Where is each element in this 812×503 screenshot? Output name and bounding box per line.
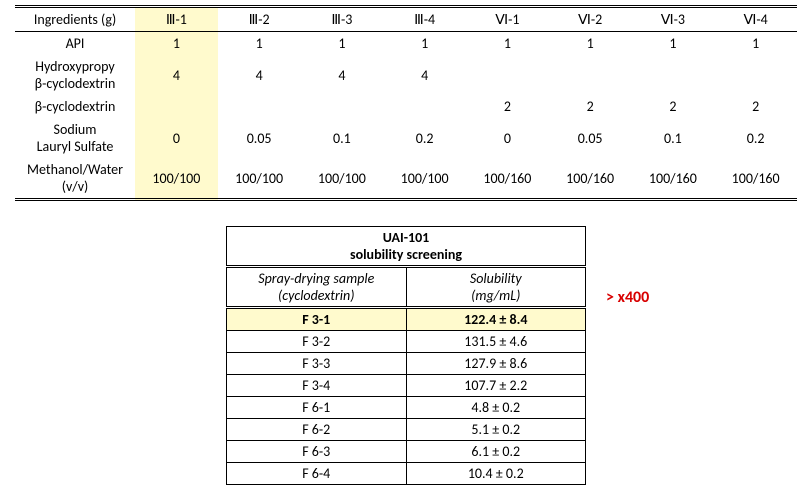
ingredient-label: Methanol/Water(v/v) [15,158,135,200]
ingredient-cell: 4 [218,55,301,95]
solubility-table: UAI-101 solubility screening Spray-dryin… [226,226,586,485]
ingredient-cell: 100/100 [218,158,301,200]
ingredient-cell [549,55,632,95]
solubility-cell: 6.1 ± 0.2 [406,441,586,463]
ingredient-cell: 1 [632,32,715,56]
ingredient-cell: 1 [383,32,466,56]
ingredient-cell: 100/160 [466,158,549,200]
ingredient-cell: 0 [466,118,549,158]
formulation-col-header: Ⅲ-2 [218,7,301,32]
col2-header-l1: Solubility [470,270,522,287]
ingredient-cell: 100/160 [714,158,797,200]
ingredient-label: API [15,32,135,56]
formulation-col-header: Ⅵ-4 [714,7,797,32]
ingredient-cell: 0.2 [383,118,466,158]
col2-header-l2: (mg/mL) [471,287,520,304]
sample-cell: F 6-2 [227,419,407,441]
ingredient-cell: 0.1 [301,118,384,158]
ingredient-label: SodiumLauryl Sulfate [15,118,135,158]
solubility-row: F 3-2131.5 ± 4.6 [227,331,586,353]
sample-cell: F 6-3 [227,441,407,463]
formulation-col-header: Ⅲ-3 [301,7,384,32]
ingredient-cell: 1 [466,32,549,56]
ingredient-cell: 1 [301,32,384,56]
ingredient-cell: 2 [714,95,797,118]
ingredient-cell [714,55,797,95]
ingredients-table: Ingredients (g)Ⅲ-1Ⅲ-2Ⅲ-3Ⅲ-4Ⅵ-1Ⅵ-2Ⅵ-3Ⅵ-4 … [15,5,797,201]
solubility-row: F 6-410.4 ± 0.2 [227,463,586,485]
ingredient-cell [383,95,466,118]
formulation-col-header: Ⅲ-4 [383,7,466,32]
ingredient-row: Hydroxypropyβ-cyclodextrin4444 [15,55,797,95]
ingredient-cell: 100/100 [383,158,466,200]
sample-cell: F 3-2 [227,331,407,353]
ingredient-row: SodiumLauryl Sulfate00.050.10.200.050.10… [15,118,797,158]
ingredient-cell: 1 [714,32,797,56]
ingredient-label: β-cyclodextrin [15,95,135,118]
ingredient-cell: 1 [549,32,632,56]
solubility-row: F 3-1122.4 ± 8.4 [227,308,586,331]
solubility-cell: 127.9 ± 8.6 [406,353,586,375]
solubility-cell: 107.7 ± 2.2 [406,375,586,397]
sample-cell: F 6-1 [227,397,407,419]
ingredient-cell: 4 [301,55,384,95]
solubility-header-row: Spray-drying sample (cyclodextrin) Solub… [227,267,586,308]
ingredient-cell: 2 [466,95,549,118]
ingredient-label: Hydroxypropyβ-cyclodextrin [15,55,135,95]
ingredient-cell: 4 [135,55,218,95]
solubility-row: F 6-25.1 ± 0.2 [227,419,586,441]
ingredient-cell: 100/100 [135,158,218,200]
ingredient-cell: 2 [549,95,632,118]
ingredient-cell: 100/160 [549,158,632,200]
solubility-cell: 4.8 ± 0.2 [406,397,586,419]
solubility-cell: 10.4 ± 0.2 [406,463,586,485]
ingredient-cell: 1 [135,32,218,56]
solubility-cell: 131.5 ± 4.6 [406,331,586,353]
sample-cell: F 3-1 [227,308,407,331]
ingredient-cell: 100/100 [301,158,384,200]
formulation-col-header: Ⅵ-1 [466,7,549,32]
ingredient-cell: 0.05 [218,118,301,158]
ingredient-cell: 100/160 [632,158,715,200]
solubility-row: F 6-14.8 ± 0.2 [227,397,586,419]
ingredient-cell [218,95,301,118]
ingredient-cell: 0.1 [632,118,715,158]
ingredients-header-row: Ingredients (g)Ⅲ-1Ⅲ-2Ⅲ-3Ⅲ-4Ⅵ-1Ⅵ-2Ⅵ-3Ⅵ-4 [15,7,797,32]
ingredient-cell: 1 [218,32,301,56]
annotation-x400: > x400 [606,288,649,307]
ingredients-col-label: Ingredients (g) [15,7,135,32]
ingredient-row: API11111111 [15,32,797,56]
sample-cell: F 3-3 [227,353,407,375]
solubility-cell: 122.4 ± 8.4 [406,308,586,331]
solubility-wrap: UAI-101 solubility screening Spray-dryin… [15,226,797,485]
ingredient-row: β-cyclodextrin2222 [15,95,797,118]
formulation-col-header: Ⅵ-2 [549,7,632,32]
ingredient-cell: 4 [383,55,466,95]
ingredient-cell: 0 [135,118,218,158]
ingredient-cell [632,55,715,95]
col1-header-l1: Spray-drying sample [258,270,374,287]
solubility-cell: 5.1 ± 0.2 [406,419,586,441]
ingredient-cell: 2 [632,95,715,118]
ingredient-row: Methanol/Water(v/v)100/100100/100100/100… [15,158,797,200]
ingredient-cell: 0.2 [714,118,797,158]
solubility-body: F 3-1122.4 ± 8.4F 3-2131.5 ± 4.6F 3-3127… [227,308,586,485]
formulation-col-header: Ⅵ-3 [632,7,715,32]
solubility-title-row: UAI-101 solubility screening [227,227,586,267]
ingredient-cell [301,95,384,118]
formulation-col-header: Ⅲ-1 [135,7,218,32]
solubility-row: F 6-36.1 ± 0.2 [227,441,586,463]
sample-cell: F 6-4 [227,463,407,485]
ingredient-cell [466,55,549,95]
ingredient-cell: 0.05 [549,118,632,158]
solubility-title1: UAI-101 [383,229,430,246]
solubility-row: F 3-4107.7 ± 2.2 [227,375,586,397]
sample-cell: F 3-4 [227,375,407,397]
col1-header-l2: (cyclodextrin) [278,287,354,304]
ingredient-cell [135,95,218,118]
solubility-row: F 3-3127.9 ± 8.6 [227,353,586,375]
ingredients-body: API11111111Hydroxypropyβ-cyclodextrin444… [15,32,797,200]
solubility-title2: solubility screening [350,246,462,263]
